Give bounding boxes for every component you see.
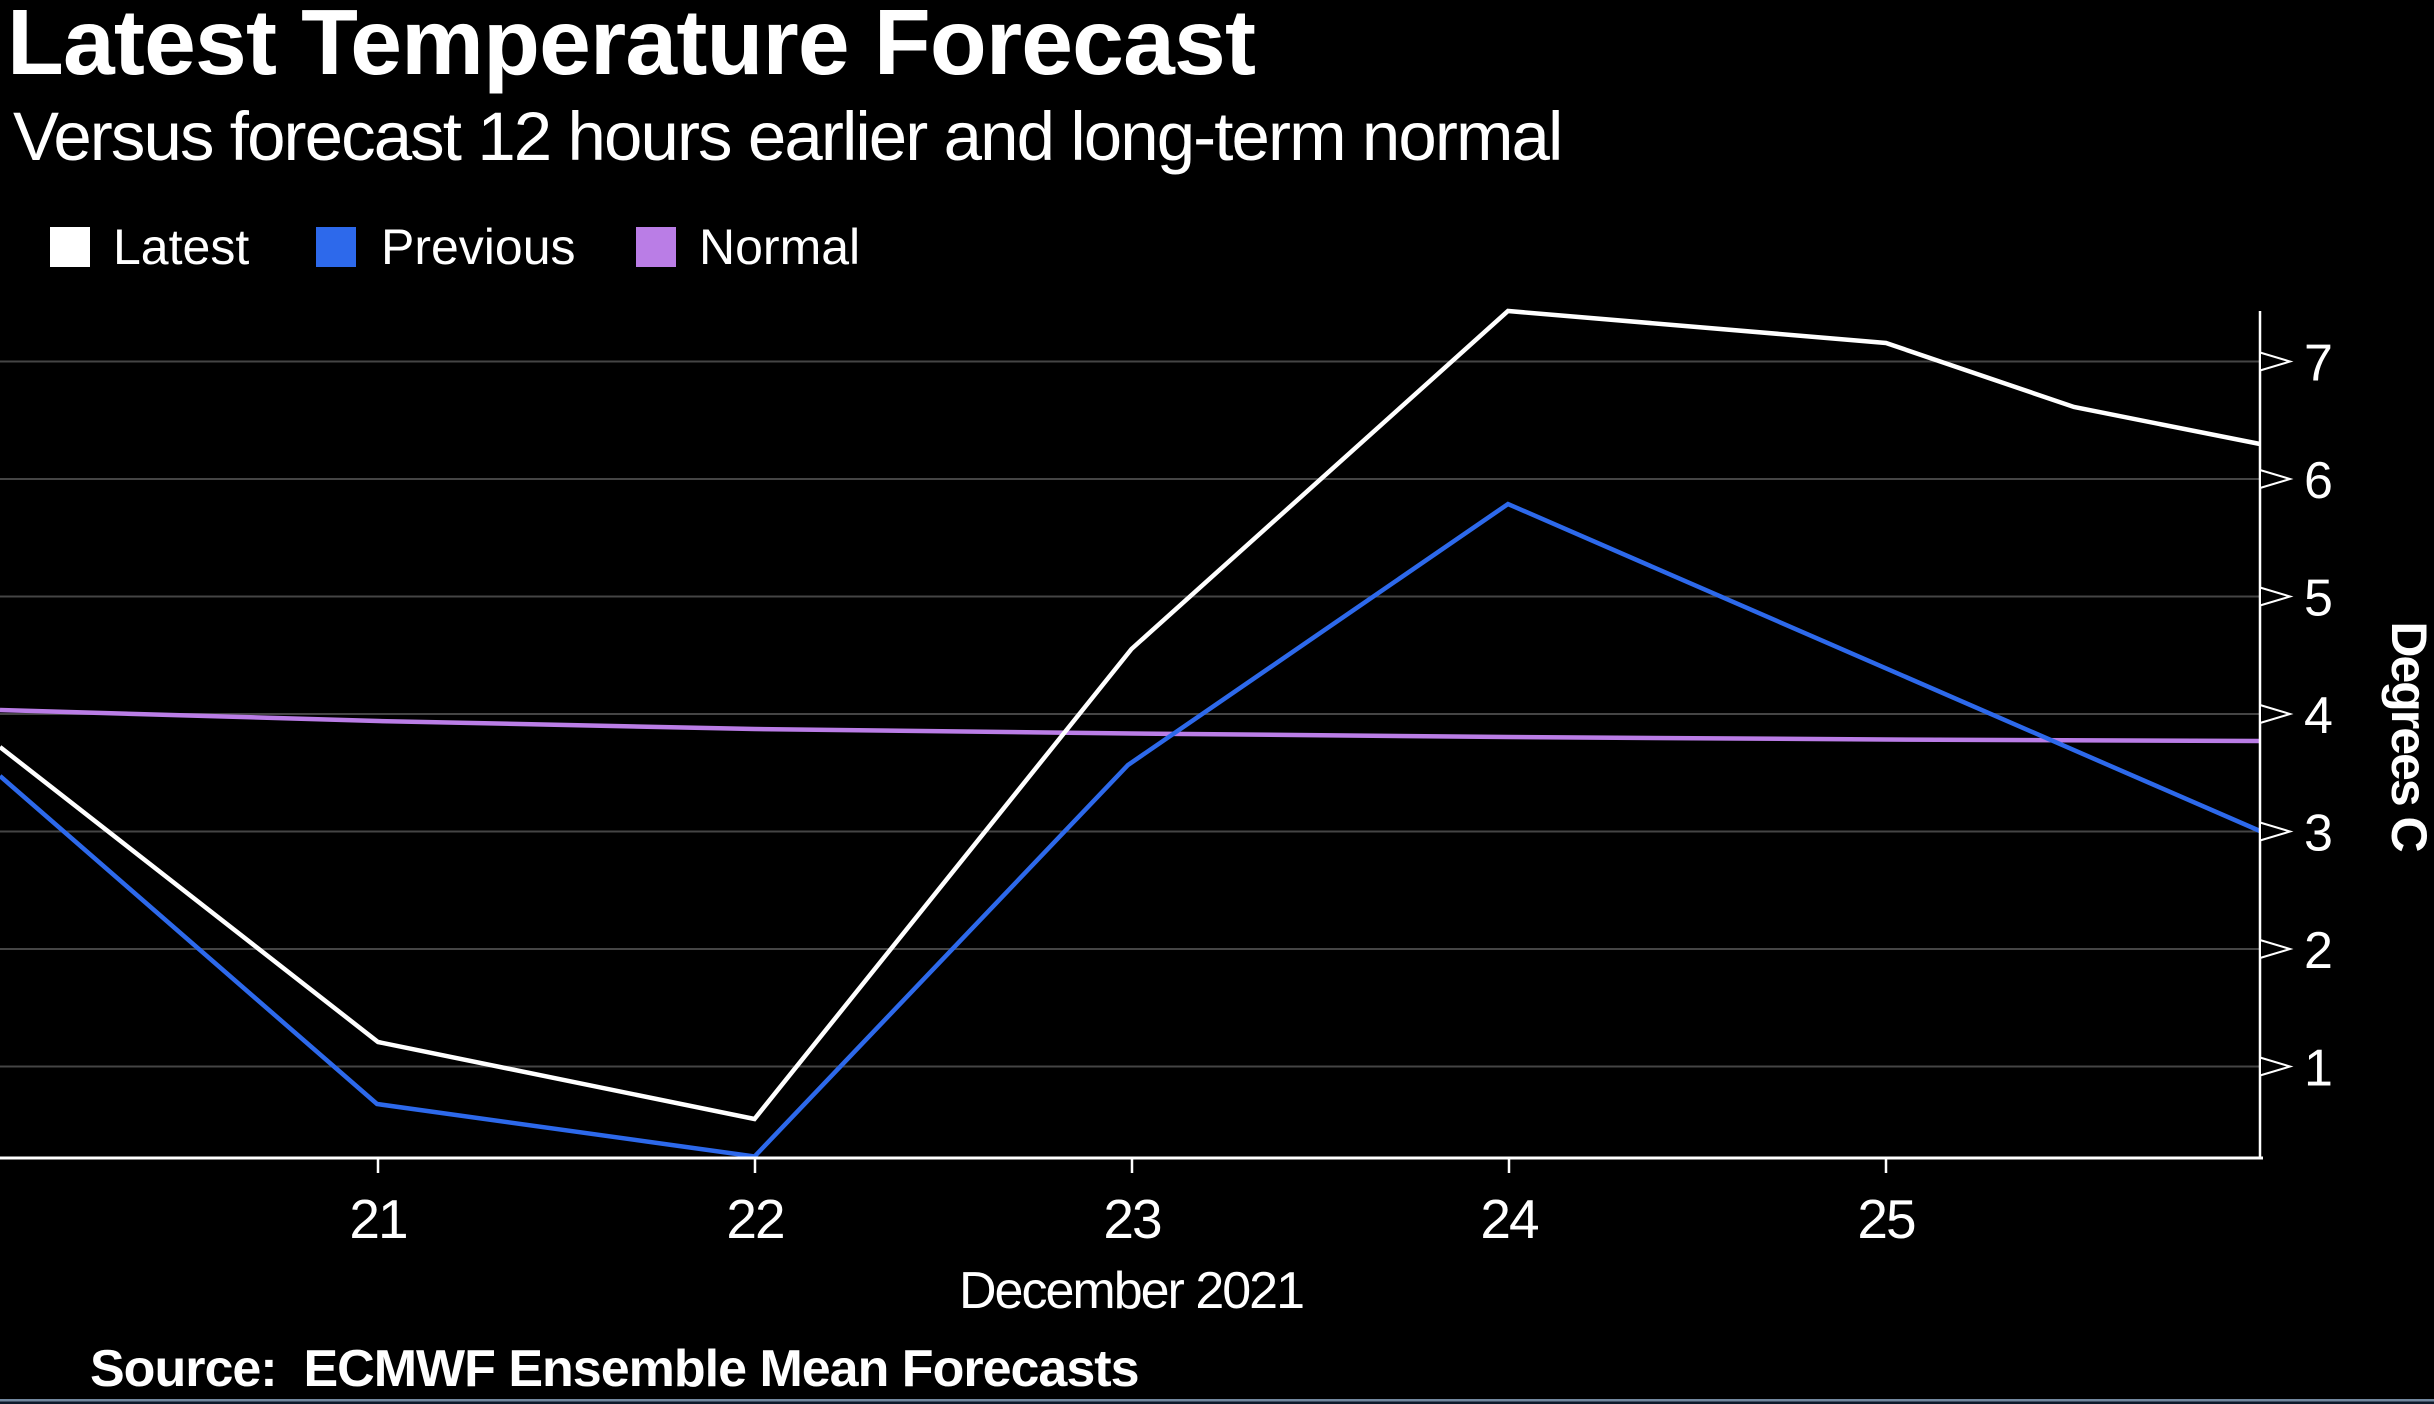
svg-text:Source: ECMWF Ensemble Mean F: Source: ECMWF Ensemble Mean Forecasts: [90, 1340, 1139, 1398]
svg-text:23: 23: [1103, 1188, 1161, 1250]
svg-text:Latest: Latest: [113, 219, 249, 275]
svg-text:22: 22: [726, 1188, 783, 1250]
svg-text:3: 3: [2304, 805, 2333, 863]
svg-text:25: 25: [1857, 1188, 1915, 1250]
svg-text:6: 6: [2304, 452, 2333, 510]
svg-text:Normal: Normal: [699, 219, 860, 275]
svg-text:7: 7: [2304, 335, 2333, 393]
svg-text:December 2021: December 2021: [959, 1262, 1303, 1320]
svg-text:1: 1: [2304, 1040, 2333, 1098]
svg-text:Latest Temperature Forecast: Latest Temperature Forecast: [7, 0, 1255, 94]
svg-text:2: 2: [2304, 922, 2333, 980]
svg-text:21: 21: [349, 1188, 406, 1250]
svg-text:5: 5: [2304, 570, 2333, 628]
svg-text:Versus forecast 12 hours earli: Versus forecast 12 hours earlier and lon…: [13, 98, 1561, 175]
svg-text:Previous: Previous: [381, 219, 576, 275]
svg-text:4: 4: [2304, 687, 2333, 745]
svg-text:Degrees C: Degrees C: [2381, 621, 2434, 851]
svg-text:24: 24: [1480, 1188, 1538, 1250]
